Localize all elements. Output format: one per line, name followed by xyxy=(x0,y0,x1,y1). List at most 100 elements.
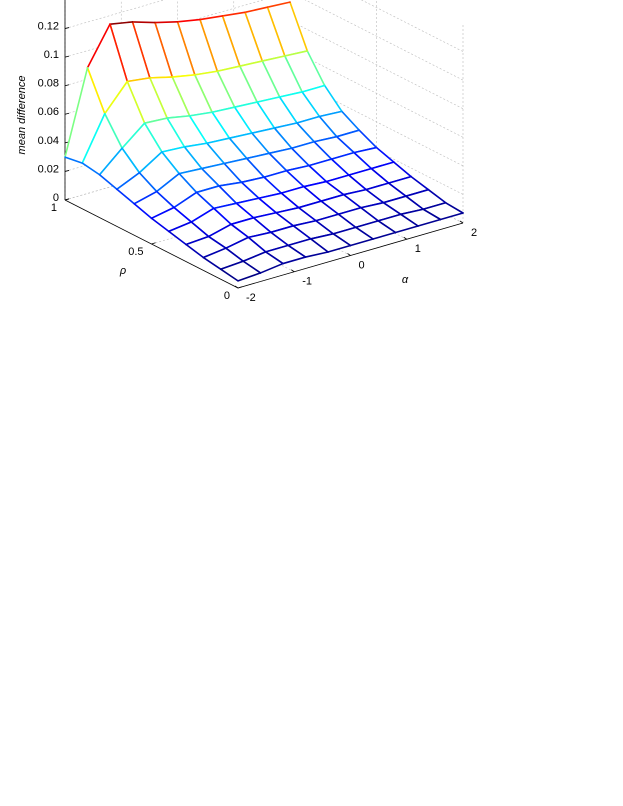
mesh-face xyxy=(144,118,185,152)
mesh-face xyxy=(343,189,384,208)
z-tick-label: 0.1 xyxy=(44,49,59,61)
mesh-face xyxy=(222,12,263,67)
mesh-edge xyxy=(332,226,357,235)
mesh-face xyxy=(286,165,327,187)
mesh-edge xyxy=(161,146,186,153)
mesh-face xyxy=(65,67,105,164)
mesh-edge xyxy=(261,55,286,62)
mesh-edge xyxy=(166,117,186,148)
mesh-face xyxy=(388,176,429,197)
mesh-edge xyxy=(171,74,196,78)
mesh-edge xyxy=(143,117,168,124)
mesh-edge xyxy=(64,156,84,164)
mesh-edge xyxy=(285,169,305,188)
mesh-face xyxy=(257,97,297,129)
mesh-face xyxy=(276,207,316,226)
y-axis-label: ρ xyxy=(119,265,126,277)
mesh-face xyxy=(132,21,173,78)
y-tick xyxy=(237,286,243,289)
mesh-edge xyxy=(242,251,267,263)
mesh-edge xyxy=(81,112,106,164)
mesh-edge xyxy=(353,151,373,170)
mesh-edge xyxy=(375,146,395,163)
mesh-face xyxy=(219,182,259,204)
mesh-edge xyxy=(81,162,101,176)
mesh-edge xyxy=(207,223,232,238)
y-tick xyxy=(151,242,156,245)
mesh-edge xyxy=(266,6,286,57)
x-tick-label: -2 xyxy=(246,292,256,304)
mesh-face xyxy=(177,19,218,75)
mesh-edge xyxy=(292,219,317,227)
mesh-face xyxy=(262,56,303,98)
mesh-edge xyxy=(195,191,215,210)
mesh-edge xyxy=(86,23,111,69)
mesh-face xyxy=(253,212,294,233)
mesh-edge xyxy=(233,101,258,108)
mesh-edge xyxy=(150,217,170,233)
z-tick-label: 0.12 xyxy=(38,20,59,32)
z-tick xyxy=(64,84,70,87)
mesh-face xyxy=(236,198,277,218)
mesh-face xyxy=(360,202,401,221)
mesh-edge xyxy=(206,142,225,165)
mesh-edge xyxy=(365,188,385,204)
mesh-edge xyxy=(313,140,333,160)
mesh-face xyxy=(149,77,190,119)
mesh-edge xyxy=(225,236,250,249)
mesh-edge xyxy=(377,213,402,222)
mesh-face xyxy=(234,102,275,134)
z-tick xyxy=(64,112,70,115)
mesh-edge xyxy=(161,151,180,175)
mesh-edge xyxy=(138,171,158,193)
mesh-edge xyxy=(405,195,425,211)
mesh-edge xyxy=(168,221,193,233)
mesh-edge xyxy=(292,225,312,240)
mesh-face xyxy=(296,116,337,142)
mesh-edge xyxy=(109,23,129,83)
mesh-edge xyxy=(166,115,191,119)
mesh-face xyxy=(281,186,322,208)
mesh-edge xyxy=(218,185,238,205)
mesh-edge xyxy=(382,201,402,216)
mesh-edge xyxy=(252,211,277,219)
mesh-face xyxy=(224,158,264,183)
mesh-edge xyxy=(399,213,419,227)
mesh-face xyxy=(265,245,306,264)
mesh-edge xyxy=(154,21,174,78)
mesh-edge xyxy=(264,244,290,253)
mesh-face xyxy=(298,201,339,221)
mesh-edge xyxy=(155,172,180,193)
mesh-edge xyxy=(221,11,246,17)
z-axis-label: mean difference xyxy=(16,76,28,155)
mesh-edge xyxy=(155,190,175,209)
mesh-edge xyxy=(206,137,231,145)
mesh-edge xyxy=(410,175,430,191)
mesh-edge xyxy=(230,217,255,226)
mesh-edge xyxy=(315,213,340,222)
mesh-face xyxy=(200,15,240,72)
mesh-edge xyxy=(268,147,293,155)
mesh-edge xyxy=(133,202,153,220)
mesh-face xyxy=(293,220,334,239)
mesh-edge xyxy=(230,223,250,239)
mesh-edge xyxy=(342,188,367,196)
mesh-face xyxy=(172,74,213,116)
mesh-face xyxy=(303,181,344,202)
mesh-edge xyxy=(392,161,412,178)
mesh-face xyxy=(161,146,202,174)
mesh-edge xyxy=(98,173,118,191)
mesh-edge xyxy=(64,66,89,158)
mesh-edge xyxy=(370,167,390,184)
mesh-edge xyxy=(270,231,290,247)
mesh-edge xyxy=(266,1,291,9)
mesh-edge xyxy=(200,162,225,170)
mesh-face xyxy=(371,162,412,184)
mesh-edge xyxy=(216,70,236,108)
mesh-face xyxy=(315,214,356,234)
mesh-edge xyxy=(325,174,350,183)
mesh-edge xyxy=(377,220,397,234)
mesh-edge xyxy=(341,110,361,131)
mesh-edge xyxy=(195,185,220,194)
mesh-edge xyxy=(178,167,203,175)
